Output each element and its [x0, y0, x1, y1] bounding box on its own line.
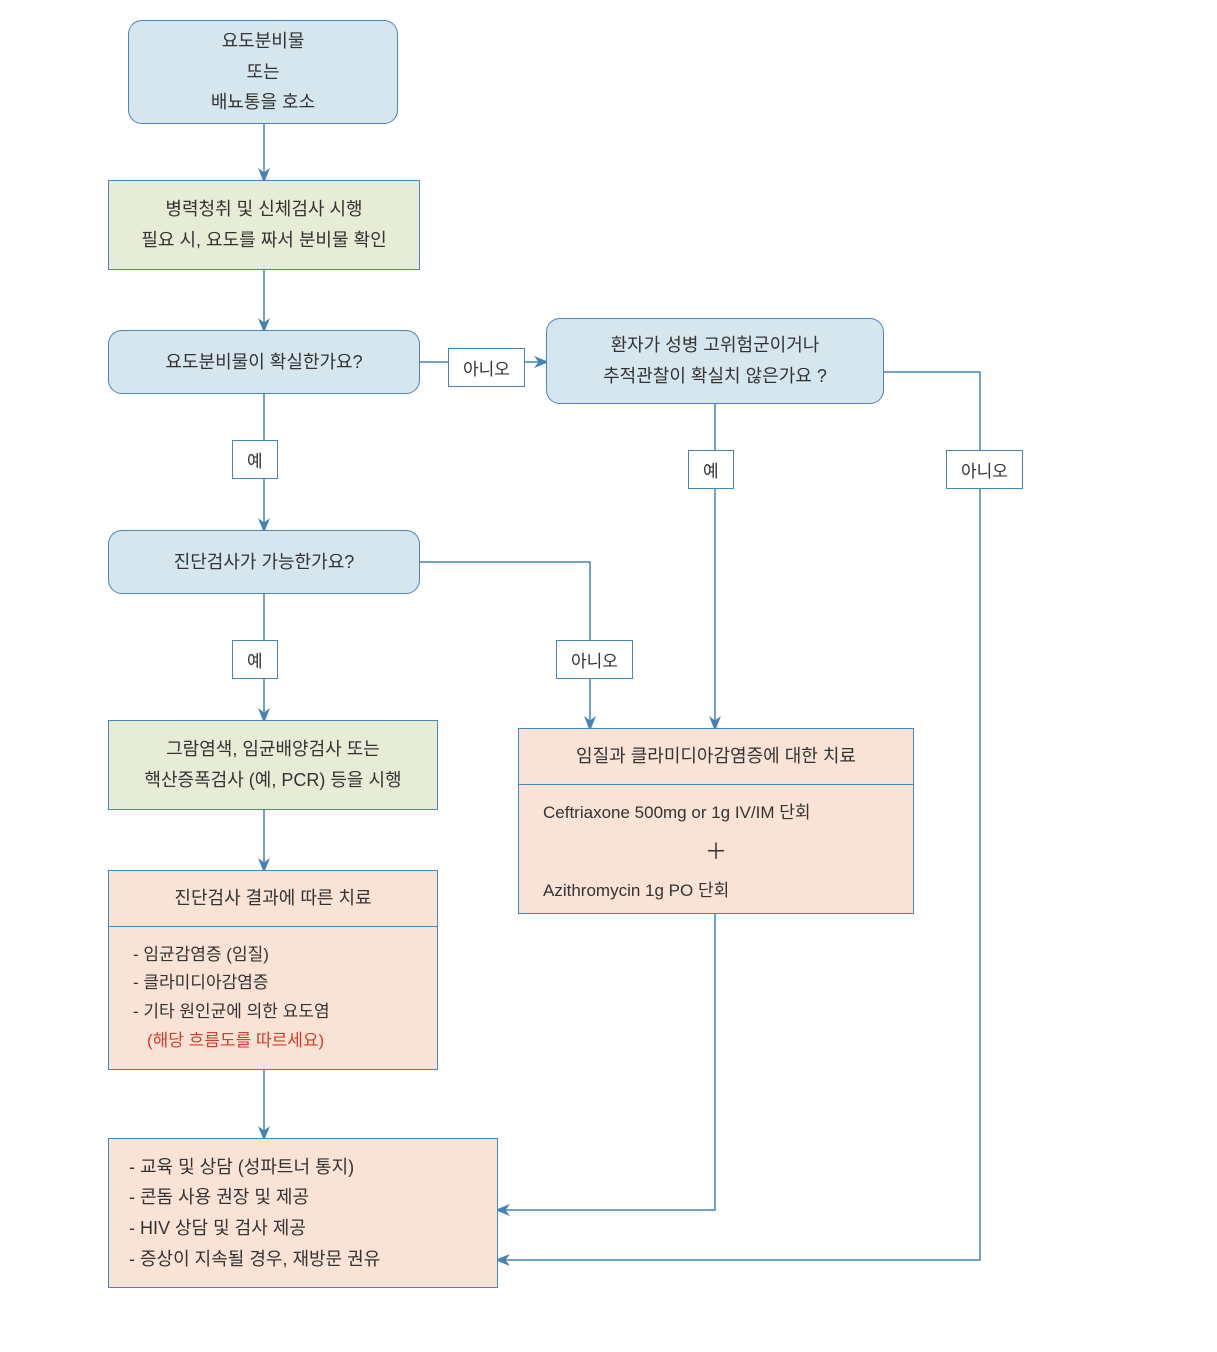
- text-line: - 증상이 지속될 경우, 재방문 권유: [129, 1244, 380, 1275]
- node-start: 요도분비물 또는 배뇨통을 호소: [128, 20, 398, 124]
- node-treatment-by-result: 진단검사 결과에 따른 치료 - 임균감염증 (임질) - 클라미디아감염증 -…: [108, 870, 438, 1070]
- node-test-available: 진단검사가 가능한가요?: [108, 530, 420, 594]
- node-discharge-confirm: 요도분비물이 확실한가요?: [108, 330, 420, 394]
- text-line: - 교육 및 상담 (성파트너 통지): [129, 1152, 354, 1183]
- edge-label-no: 아니오: [946, 450, 1023, 489]
- text-line: 환자가 성병 고위험군이거나: [611, 330, 820, 361]
- text-line: 배뇨통을 호소: [211, 87, 315, 118]
- text-line: 요도분비물: [222, 26, 305, 57]
- section-body: Ceftriaxone 500mg or 1g IV/IM 단회 ＋ Azith…: [519, 785, 913, 920]
- section-title: 임질과 클라미디아감염증에 대한 치료: [519, 729, 913, 785]
- text-line: Azithromycin 1g PO 단회: [543, 877, 889, 906]
- text-line: 필요 시, 요도를 짜서 분비물 확인: [141, 225, 386, 256]
- text-line: 핵산증폭검사 (예, PCR) 등을 시행: [144, 765, 401, 796]
- node-highrisk-question: 환자가 성병 고위험군이거나 추적관찰이 확실치 않은가요 ?: [546, 318, 884, 404]
- text-line: Ceftriaxone 500mg or 1g IV/IM 단회: [543, 799, 889, 828]
- node-education: - 교육 및 상담 (성파트너 통지) - 콘돔 사용 권장 및 제공 - HI…: [108, 1138, 498, 1288]
- text-line: - HIV 상담 및 검사 제공: [129, 1213, 306, 1244]
- section-title: 진단검사 결과에 따른 치료: [109, 871, 437, 927]
- edge-label-no: 아니오: [448, 348, 525, 387]
- node-history-exam: 병력청취 및 신체검사 시행 필요 시, 요도를 짜서 분비물 확인: [108, 180, 420, 270]
- text-line: 요도분비물이 확실한가요?: [165, 347, 362, 378]
- text-line: 진단검사가 가능한가요?: [174, 547, 355, 578]
- edge-label-yes: 예: [232, 440, 278, 479]
- plus-icon: ＋: [543, 833, 889, 870]
- text-line: - 임균감염증 (임질): [133, 941, 413, 970]
- text-line: 그람염색, 임균배양검사 또는: [166, 734, 380, 765]
- text-line: 또는: [246, 57, 279, 88]
- text-line: - 클라미디아감염증: [133, 969, 413, 998]
- text-line: - 기타 원인균에 의한 요도염: [133, 998, 413, 1027]
- section-body: - 임균감염증 (임질) - 클라미디아감염증 - 기타 원인균에 의한 요도염…: [109, 927, 437, 1071]
- text-line: - 콘돔 사용 권장 및 제공: [129, 1182, 309, 1213]
- edge-label-no: 아니오: [556, 640, 633, 679]
- text-line: 병력청취 및 신체검사 시행: [165, 194, 362, 225]
- node-empiric-treatment: 임질과 클라미디아감염증에 대한 치료 Ceftriaxone 500mg or…: [518, 728, 914, 914]
- text-line-red: (해당 흐름도를 따르세요): [133, 1027, 413, 1056]
- edge-label-yes: 예: [688, 450, 734, 489]
- edge-label-yes: 예: [232, 640, 278, 679]
- text-line: 추적관찰이 확실치 않은가요 ?: [603, 361, 827, 392]
- node-perform-tests: 그람염색, 임균배양검사 또는 핵산증폭검사 (예, PCR) 등을 시행: [108, 720, 438, 810]
